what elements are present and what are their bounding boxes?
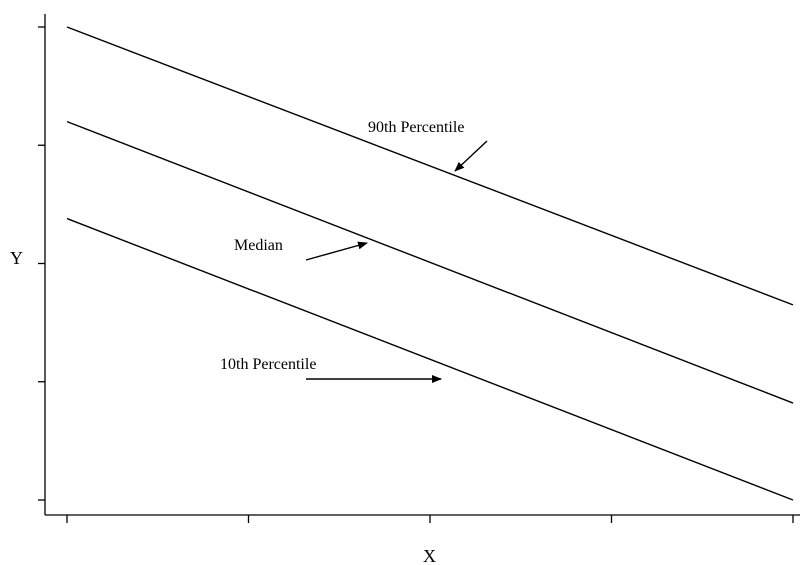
series-label-90th: 90th Percentile xyxy=(368,119,464,136)
series-line-10th xyxy=(66,217,794,501)
x-axis-label: X xyxy=(423,546,436,565)
y-axis-label: Y xyxy=(10,248,23,268)
series-lines xyxy=(66,26,794,501)
series-label-10th: 10th Percentile xyxy=(220,356,316,373)
series-line-median xyxy=(66,120,794,404)
x-ticks xyxy=(66,515,794,523)
series-label-median: Median xyxy=(234,237,283,254)
arrow-90th xyxy=(454,140,488,172)
y-ticks xyxy=(38,26,45,501)
series-line-90th xyxy=(66,26,794,306)
arrow-median xyxy=(305,241,368,261)
